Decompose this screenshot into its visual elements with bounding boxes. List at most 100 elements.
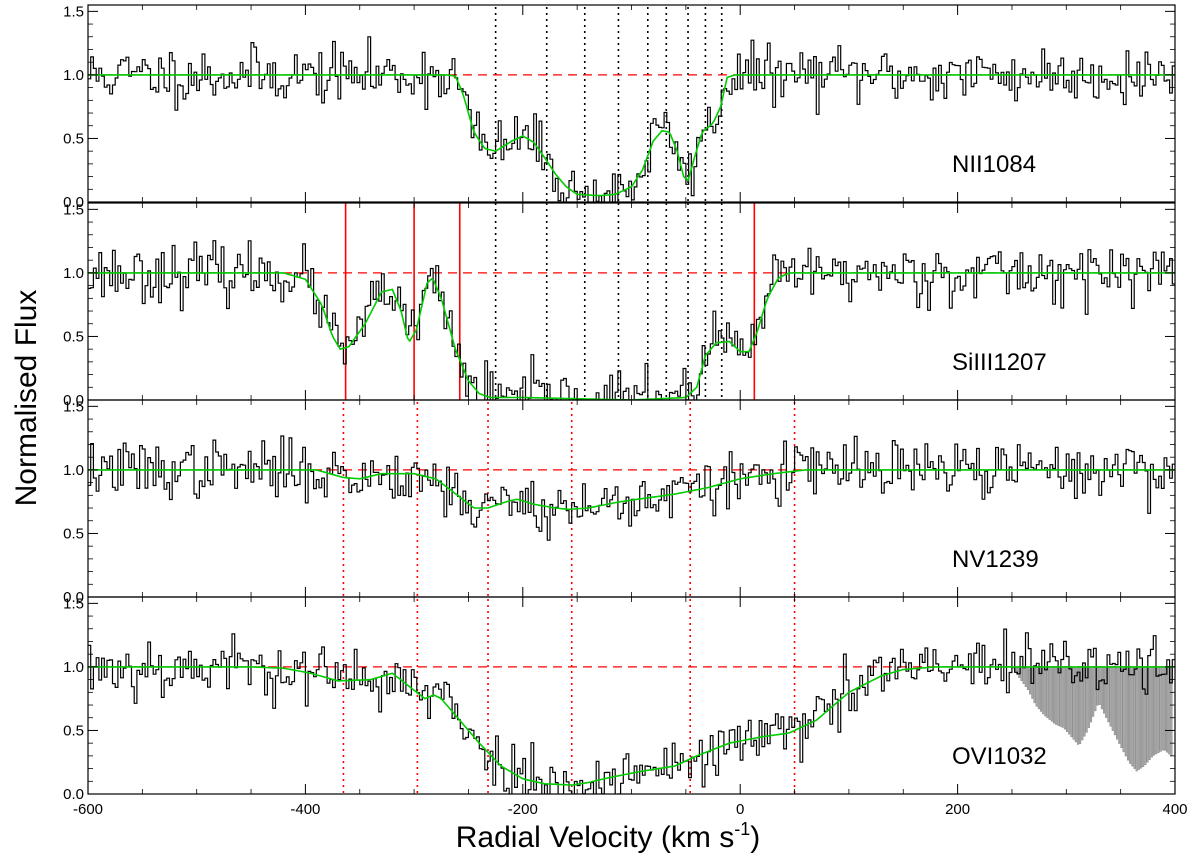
blend-bar [1048,666,1051,720]
blend-bar [1089,666,1093,723]
panel-label-nii1084: NII1084 [952,151,1036,178]
blend-bar [1055,666,1058,725]
x-tick-label: -600 [73,801,103,818]
blend-bar [1044,666,1047,717]
blend-bar [1031,666,1034,699]
y-tick-label: 1.5 [63,398,84,415]
y-tick-label: 0.0 [63,194,84,211]
y-tick-label: 1.0 [63,67,84,84]
blend-bar [1159,666,1162,752]
x-axis-title: Radial Velocity (km s-1) [456,819,760,854]
blend-bar [1150,666,1153,758]
axis-layer: -600 -400 -200 0 200 400 [73,801,1188,818]
y-tick-label: 0.5 [63,722,84,739]
panel-label-siiii1207: SiIII1207 [952,349,1047,376]
blend-bar [1092,666,1095,717]
blend-absorption [1011,666,1173,772]
x-tick-label: 200 [945,801,970,818]
blend-bar [1066,666,1069,732]
blend-bar [1057,666,1060,726]
blend-bar [1096,666,1099,706]
blend-bar [1157,666,1160,753]
x-axis-title-main: Radial Velocity (km s [456,821,734,854]
y-tick-label: 1.5 [63,201,84,218]
blend-bar [1103,666,1106,714]
x-tick-label: 0 [736,801,744,818]
panel-nii1084: 0.0 0.5 1.0 1.5 NII1084 [63,3,1176,211]
observed-spectrum [88,435,1175,541]
model-fit [88,469,1175,511]
model-fit [88,272,1175,400]
y-tick-label: 0.0 [63,392,84,409]
panel-plot-area [88,7,1175,202]
blend-bar [1148,666,1151,760]
blend-bar [1076,666,1079,745]
y-tick-label: 0.5 [63,130,84,147]
blend-bar [1026,666,1029,691]
blend-bar [1061,666,1064,728]
panels-layer: 0.0 0.5 1.0 1.5 NII1084 0.0 0.5 1.0 1.5 SiIII1207… [63,3,1176,803]
blend-bar [1135,666,1138,772]
panel-plot-area [88,203,1175,400]
blend-bar [1085,666,1088,733]
blend-bar [1050,666,1053,722]
blend-bar [1144,666,1147,766]
blend-bar [1111,666,1114,731]
x-axis-title-end: ) [750,821,760,854]
panel-label-ovi1032: OVI1032 [952,743,1047,770]
y-tick-label: 0.5 [63,328,84,345]
y-tick-label: 0.0 [63,786,84,803]
x-tick-label: 400 [1162,801,1187,818]
x-tick-label: -400 [290,801,320,818]
blend-bar [1137,666,1140,770]
blend-bar [1129,666,1132,764]
blend-bar [1133,666,1136,769]
panel-ovi1032: 0.0 0.5 1.0 1.5 OVI1032 [63,595,1176,803]
blend-bar [1120,666,1123,749]
blend-bar [1109,666,1112,727]
y-tick-label: 1.5 [63,595,84,612]
blend-bar [1139,666,1143,769]
blend-bar [1122,666,1125,753]
blend-bar [1124,666,1127,757]
blend-bar [1126,666,1129,761]
blend-bar [1063,666,1066,730]
blend-bar [1024,666,1027,687]
panel-label-nv1239: NV1239 [952,546,1039,573]
blend-bar [1100,666,1103,710]
blend-bar [1046,666,1049,719]
blend-bar [1035,666,1038,707]
blend-bar [1113,666,1116,736]
blend-bar [1020,666,1023,681]
panel-nv1239: 0.0 0.5 1.0 1.5 NV1239 [63,398,1176,606]
y-tick-label: 0.0 [63,589,84,606]
x-axis-title-exponent: -1 [734,819,750,839]
blend-bar [1022,666,1025,684]
blend-bar [1059,666,1062,727]
y-tick-label: 0.5 [63,525,84,542]
panel-plot-area [88,599,1175,794]
blend-bar [1107,666,1110,723]
blend-bar [1155,666,1158,755]
y-tick-label: 1.0 [63,265,84,282]
observed-spectrum [88,240,1175,400]
y-axis-title: Normalised Flux [10,290,43,507]
blend-bar [1042,666,1045,715]
blend-bar [1131,666,1134,767]
y-tick-label: 1.0 [63,462,84,479]
blend-bar [1074,666,1077,743]
observed-spectrum [88,36,1175,202]
model-fit [88,666,1175,786]
blend-bar [1118,666,1121,744]
observed-spectrum [88,628,1175,794]
blend-bar [1116,666,1119,740]
blend-bar [1053,666,1056,724]
blend-bar [1161,666,1164,751]
y-tick-label: 1.5 [63,3,84,20]
blend-bar [1166,666,1169,753]
y-tick-label: 1.0 [63,659,84,676]
x-tick-label: -200 [508,801,538,818]
blend-bar [1163,666,1166,751]
blend-bar [1153,666,1156,756]
